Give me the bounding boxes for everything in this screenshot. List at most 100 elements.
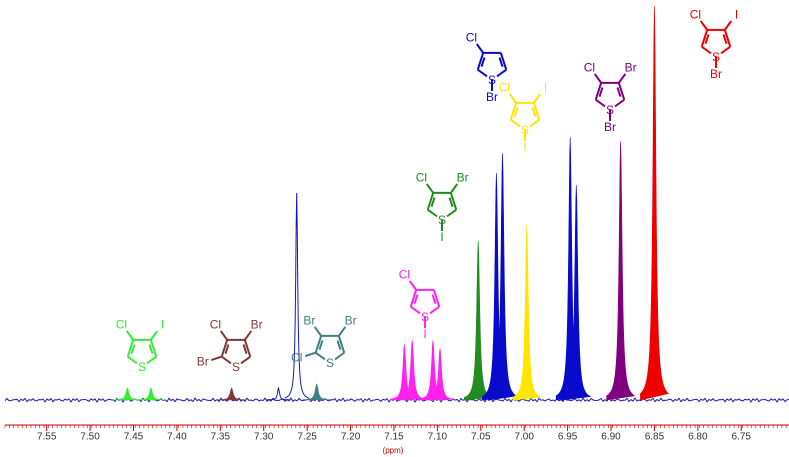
substituent-bond xyxy=(338,326,347,337)
peak xyxy=(512,224,542,401)
bond xyxy=(595,98,606,108)
atom-label: Br xyxy=(486,90,498,104)
double-bond xyxy=(336,340,342,350)
bond xyxy=(410,305,421,315)
bond xyxy=(529,118,540,128)
bond xyxy=(221,355,232,365)
double-bond xyxy=(224,344,230,354)
x-axis-label: (ppm) xyxy=(383,446,404,455)
bond xyxy=(315,351,326,361)
x-tick-label: 6.95 xyxy=(558,432,578,443)
peak xyxy=(640,5,669,401)
bond xyxy=(146,355,157,365)
peak xyxy=(397,340,427,401)
x-tick-label: 7.15 xyxy=(384,432,404,443)
x-tick-label: 6.80 xyxy=(688,432,708,443)
bond xyxy=(720,45,731,55)
bond xyxy=(723,29,732,47)
x-tick-label: 7.40 xyxy=(167,432,187,443)
double-bond xyxy=(413,294,419,304)
atom-label: Cl xyxy=(291,350,302,364)
substituent-bond xyxy=(313,326,322,337)
substituent-bond xyxy=(450,183,459,194)
bond xyxy=(476,52,485,70)
peak xyxy=(113,387,142,401)
double-bond xyxy=(480,57,486,67)
solvent-peak xyxy=(266,386,291,401)
substituent-bond xyxy=(593,73,602,84)
bond xyxy=(127,355,138,365)
bond xyxy=(243,339,252,357)
x-tick-label: 7.05 xyxy=(471,432,491,443)
x-tick-label: 7.55 xyxy=(37,432,57,443)
atom-label: I xyxy=(735,7,738,21)
atom-label: I xyxy=(523,140,526,154)
atom-label: Cl xyxy=(116,317,127,331)
bond xyxy=(149,339,158,357)
bond xyxy=(337,335,346,353)
bond xyxy=(614,98,625,108)
bond xyxy=(126,339,135,357)
x-tick-label: 7.00 xyxy=(514,432,534,443)
atom-label: S xyxy=(326,356,334,370)
atom-label: S xyxy=(138,360,146,374)
double-bond xyxy=(598,87,604,97)
atom-label: I xyxy=(440,230,443,244)
atom-label: Br xyxy=(345,313,357,327)
double-bond xyxy=(318,340,324,350)
bond xyxy=(701,45,712,55)
substituent-bond xyxy=(244,330,253,341)
substituent-bond xyxy=(210,355,223,361)
double-bond xyxy=(242,344,248,354)
substituent-bond xyxy=(125,330,134,341)
peak xyxy=(562,185,592,401)
x-tick-label: 6.85 xyxy=(645,432,665,443)
substituent-bond xyxy=(304,351,317,357)
atom-label: Cl xyxy=(399,267,410,281)
minor-ticks xyxy=(4,425,787,428)
x-tick-label: 6.90 xyxy=(601,432,621,443)
double-bond xyxy=(704,34,710,44)
atom-label: Br xyxy=(710,67,722,81)
double-bond xyxy=(498,57,504,67)
double-bond xyxy=(531,107,537,117)
substituent-bond xyxy=(150,330,159,341)
atom-label: Br xyxy=(303,313,315,327)
x-tick-label: 7.30 xyxy=(254,432,274,443)
substituent-bond xyxy=(618,73,627,84)
peak xyxy=(136,387,165,401)
substituent-bond xyxy=(508,93,517,104)
bond xyxy=(409,289,418,307)
atom-label: Cl xyxy=(210,317,221,331)
bond xyxy=(220,339,229,357)
bond xyxy=(427,208,438,218)
atom-label: I xyxy=(544,80,547,94)
substituent-bond xyxy=(475,43,484,54)
double-bond xyxy=(513,107,519,117)
bond xyxy=(700,29,709,47)
atom-label: Br xyxy=(197,354,209,368)
x-tick-label: 7.25 xyxy=(297,432,317,443)
peak xyxy=(217,387,246,401)
atom-label: Cl xyxy=(466,30,477,44)
peak xyxy=(425,348,455,401)
bond xyxy=(314,335,323,353)
bond xyxy=(449,192,458,210)
double-bond xyxy=(448,197,454,207)
bond xyxy=(499,52,508,70)
double-bond xyxy=(430,197,436,207)
bond xyxy=(532,102,541,120)
peak xyxy=(302,383,331,401)
bond xyxy=(510,118,521,128)
double-bond xyxy=(722,34,728,44)
peak xyxy=(606,141,636,401)
atom-label: Br xyxy=(251,317,263,331)
bond xyxy=(240,355,251,365)
atom-label: Cl xyxy=(416,170,427,184)
bond xyxy=(426,192,435,210)
atom-label: Br xyxy=(604,120,616,134)
bond xyxy=(594,82,603,100)
substituent-bond xyxy=(699,20,708,31)
x-tick-label: 7.35 xyxy=(211,432,231,443)
bond xyxy=(617,82,626,100)
